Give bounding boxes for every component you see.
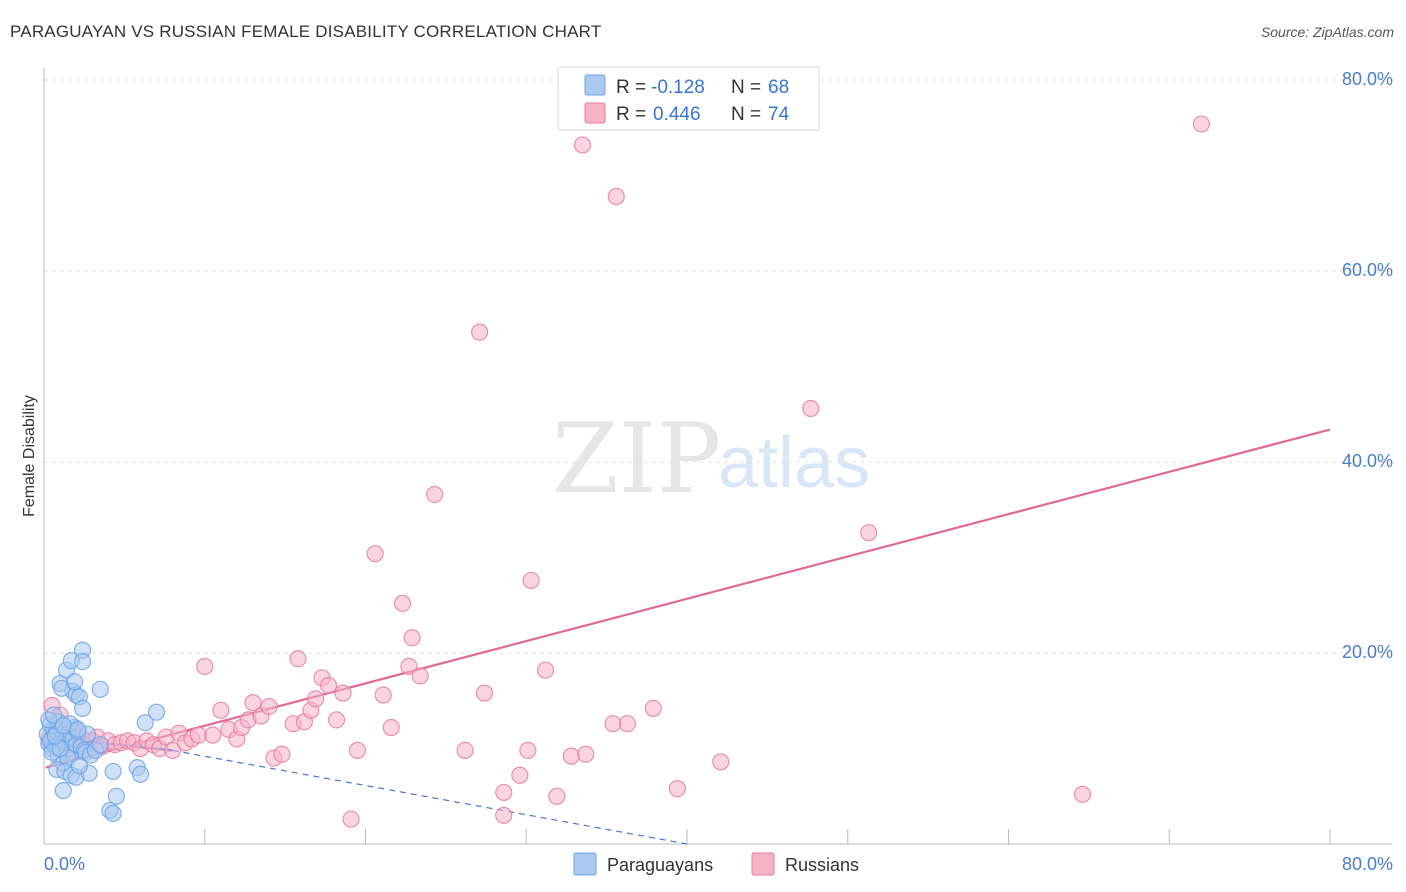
paraguayan-point	[65, 673, 84, 691]
paraguayan-point	[45, 706, 63, 724]
russian-point	[860, 524, 878, 542]
russian-point	[411, 667, 429, 685]
x-tick-label: 80.0%	[1342, 854, 1393, 874]
legend-n-label-2: N =	[731, 104, 761, 125]
russian-point	[522, 571, 540, 590]
legend-n-value-2: 74	[768, 104, 790, 125]
russian-point	[668, 780, 686, 798]
paraguayan-point	[54, 716, 72, 735]
y-tick-label: 20.0%	[1342, 642, 1393, 662]
y-tick-label: 60.0%	[1342, 260, 1393, 280]
series-legend: Paraguayans Russians	[573, 852, 859, 876]
correlation-legend: R = -0.128 N = 68 R = 0.446 N = 74	[557, 66, 820, 131]
bottom-legend-swatch-russians	[751, 852, 775, 876]
paraguayan-point	[147, 703, 166, 721]
legend-swatch-russians	[584, 102, 606, 124]
russian-point	[495, 783, 513, 802]
data-points	[38, 115, 1211, 828]
bottom-legend-swatch-paraguayans	[573, 852, 597, 876]
legend-r-label-1: R =	[616, 77, 646, 98]
russian-point	[260, 697, 278, 716]
russian-point	[393, 594, 412, 612]
russian-point	[307, 690, 325, 708]
bottom-legend-label-russians: Russians	[785, 855, 859, 875]
russian-point	[562, 747, 580, 765]
axes: 20.0% 40.0% 60.0% 80.0% 0.0% 80.0%	[43, 68, 1393, 874]
russian-point	[495, 806, 513, 824]
paraguayan-point	[73, 699, 92, 717]
russian-point	[289, 650, 307, 668]
legend-n-value-1: 68	[768, 77, 789, 98]
legend-r-value-2: 0.446	[653, 104, 701, 125]
russian-point	[1073, 785, 1092, 803]
russian-point	[212, 701, 230, 719]
russian-point	[471, 323, 489, 341]
russian-point	[604, 715, 622, 733]
paraguayan-point	[91, 736, 109, 754]
russian-point	[475, 684, 494, 702]
russian-point	[1192, 115, 1211, 133]
legend-n-label-1: N =	[731, 77, 761, 98]
paraguayan-point	[104, 804, 122, 823]
russian-point	[348, 741, 367, 760]
paraguayan-point	[131, 765, 150, 783]
legend-swatch-paraguayans	[584, 74, 606, 96]
russian-point	[400, 657, 418, 675]
russian-point	[273, 745, 291, 763]
x-tick-label: 0.0%	[44, 854, 85, 874]
russian-point	[244, 694, 262, 712]
russian-point	[189, 726, 207, 744]
russian-point	[618, 715, 637, 733]
russian-point	[164, 741, 182, 760]
source-label: Source: ZipAtlas.com	[1260, 24, 1394, 40]
paraguayan-point	[69, 720, 87, 739]
russian-point	[548, 787, 566, 805]
russian-point	[382, 718, 400, 737]
russian-point	[577, 745, 595, 763]
russian-point	[536, 661, 555, 679]
russian-point	[342, 810, 360, 828]
chart-title: PARAGUAYAN VS RUSSIAN FEMALE DISABILITY …	[10, 22, 602, 41]
russian-point	[327, 711, 346, 729]
russian-point	[456, 741, 474, 760]
paraguayan-point	[107, 787, 125, 805]
watermark-zip: ZIP	[552, 403, 721, 515]
paraguayan-point	[104, 762, 122, 781]
russian-point	[403, 629, 421, 647]
russian-point	[607, 187, 625, 206]
russian-point	[204, 726, 222, 744]
y-tick-label: 80.0%	[1342, 69, 1393, 89]
legend-r-label-2: R =	[616, 104, 646, 125]
y-axis-label: Female Disability	[21, 395, 38, 517]
paraguayan-point	[54, 781, 72, 800]
russian-point	[196, 657, 214, 675]
watermark-atlas: atlas	[718, 423, 870, 503]
gridlines	[44, 79, 1392, 654]
russian-point	[366, 545, 384, 563]
legend-r-value-1: -0.128	[651, 77, 705, 98]
russian-point	[511, 766, 529, 784]
bottom-legend-label-paraguayans: Paraguayans	[607, 855, 713, 875]
russian-point	[426, 485, 444, 504]
paraguayan-point	[136, 714, 154, 732]
paraguayan-point	[73, 652, 92, 671]
paraguayan-point	[91, 680, 109, 698]
russian-point	[319, 676, 338, 695]
russian-point	[644, 699, 662, 717]
russian-point	[573, 136, 592, 154]
russian-point	[802, 399, 820, 418]
russian-point	[519, 741, 537, 760]
paraguayan-trend-extension	[172, 749, 688, 845]
russian-point	[334, 684, 352, 702]
russian-point	[374, 686, 392, 704]
russian-point	[712, 753, 730, 771]
y-tick-label: 40.0%	[1342, 451, 1393, 471]
